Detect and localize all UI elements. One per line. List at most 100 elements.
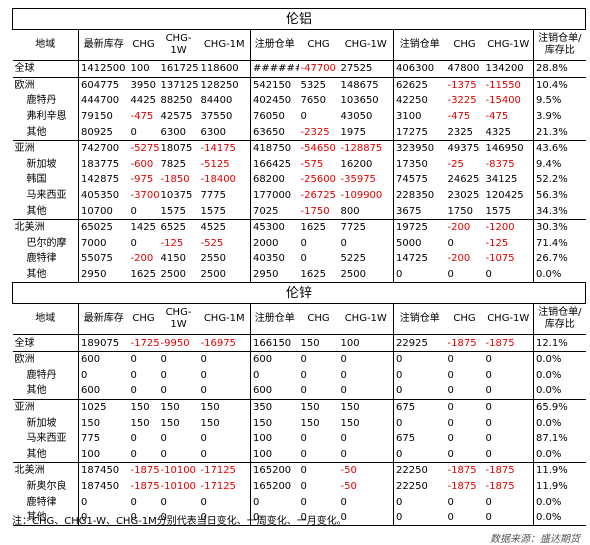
value-cell: 0: [483, 350, 534, 368]
table-row: 弗利辛恩 79150 -475 42575 37550 76050 0 43050 3100 -4…: [12, 108, 586, 125]
value-cell: 40350: [253, 253, 285, 265]
value-cell: 4525: [198, 218, 251, 236]
value-cell: 27525: [338, 60, 394, 78]
table-row: 其他 80925 0 6300 6300 63650 -2325 1975 17275 2325 4…: [12, 124, 586, 141]
table-row: 其他 600 0 0 0 600 0 0 0 0 0 0.0%: [12, 383, 586, 400]
header-cell: CHG: [445, 303, 484, 336]
header-cell: 注册仓单: [250, 303, 299, 336]
value-cell: 0: [396, 417, 403, 429]
value-cell: -54650: [298, 139, 339, 157]
value-cell: 323950: [393, 139, 446, 157]
value-cell: 65.9%: [533, 398, 586, 416]
table-row: 其他 100 0 0 0 100 0 0 0 0 0 0.0%: [12, 446, 586, 463]
value-cell: 5000: [396, 237, 422, 249]
value-cell: -8375: [483, 156, 534, 173]
value-cell: 1575: [483, 203, 534, 220]
region-cell: 鹿特律: [12, 251, 79, 267]
value-cell: -1375: [445, 76, 484, 94]
value-cell: -1875: [483, 478, 534, 495]
region-cell: 其他: [12, 266, 79, 283]
header-cell: CHG: [128, 29, 159, 61]
value-cell: 0: [447, 417, 454, 429]
value-cell: 134200: [483, 60, 534, 78]
value-cell: 0: [130, 512, 137, 524]
value-cell: 37550: [198, 108, 251, 125]
value-cell: 3675: [396, 205, 422, 217]
value-cell: -17125: [198, 478, 251, 495]
value-cell: 52.2%: [536, 174, 568, 186]
value-cell: 45300: [250, 218, 299, 236]
value-cell: 100: [128, 60, 159, 78]
value-cell: 142875: [81, 174, 120, 186]
value-cell: 0: [298, 350, 339, 368]
value-cell: 100: [338, 334, 394, 352]
value-cell: 34125: [483, 172, 534, 188]
value-cell: 0.0%: [536, 385, 562, 397]
value-cell: -475: [447, 111, 471, 123]
table-row: 其他 10700 0 1575 1575 7025 -1750 800 3675 1750 1575…: [12, 203, 586, 220]
header-cell: 最新库存: [78, 303, 129, 336]
table-row: 新奥尔良 187450 -1875 -10100 -17125 165200 0 -50 222…: [12, 478, 586, 495]
header-cell: CHG: [298, 303, 339, 336]
value-cell: 5225: [338, 251, 394, 267]
value-cell: 87.1%: [536, 433, 568, 445]
value-cell: -47700: [298, 60, 339, 78]
value-cell: 350: [250, 398, 299, 416]
value-cell: 189075: [78, 334, 129, 352]
value-cell: 675: [393, 398, 446, 416]
value-cell: 0: [483, 494, 534, 510]
value-cell: 10.4%: [533, 76, 586, 94]
value-cell: 604775: [78, 76, 129, 94]
region-cell: 鹿特律: [12, 494, 79, 510]
source: 数据来源：盛达期货: [490, 534, 580, 545]
value-cell: 47800: [445, 60, 484, 78]
value-cell: 2500: [160, 269, 186, 281]
region-cell: 北美洲: [12, 462, 79, 479]
value-cell: 0: [447, 512, 454, 524]
value-cell: 177000: [253, 190, 292, 202]
region-cell: 其他: [12, 446, 79, 463]
value-cell: 600: [81, 385, 101, 397]
value-cell: 0: [447, 369, 454, 381]
value-cell: 161725: [158, 60, 199, 78]
table-row: 新加坡 183775 -600 7825 -5125 166425 -575 16200 173…: [12, 156, 586, 173]
value-cell: -125: [483, 235, 534, 252]
region-cell: 弗利辛恩: [12, 108, 79, 125]
value-cell: 0: [483, 383, 534, 400]
value-cell: 1625: [300, 269, 326, 281]
header-cell: CHG: [298, 29, 339, 61]
value-cell: 6300: [160, 126, 186, 138]
value-cell: 56.3%: [536, 190, 568, 202]
value-cell: -25600: [300, 174, 336, 186]
value-cell: 1412500: [78, 60, 129, 78]
value-cell: 0: [300, 385, 307, 397]
table-row: 欧洲 600 0 0 0 600 0 0 0 0 0 0.0%: [12, 350, 586, 368]
header-row: 地域 最新库存 CHG CHG-1W CHG-1M 注册仓单 CHG CHG-1W 注销仓单 CH…: [12, 303, 586, 336]
value-cell: 150: [300, 417, 320, 429]
table-row: 鹿特丹 0 0 0 0 0 0 0 0 0 0 0.0%: [12, 367, 586, 384]
value-cell: 2500: [198, 266, 251, 283]
value-cell: 74575: [396, 174, 428, 186]
value-cell: 16200: [338, 156, 394, 173]
table-row: 北美洲 65025 1425 6525 4525 45300 1625 7725 19725 -2…: [12, 218, 586, 236]
value-cell: 0: [158, 350, 199, 368]
value-cell: 0: [396, 269, 403, 281]
value-cell: 0: [338, 383, 394, 400]
value-cell: -475: [483, 108, 534, 125]
region-cell: 全球: [12, 334, 79, 352]
value-cell: 542150: [250, 76, 299, 94]
value-cell: -109900: [338, 187, 394, 204]
table-row: 鹿特律 0 0 0 0 0 0 0 0 0 0 0.0%: [12, 494, 586, 510]
value-cell: 0: [198, 509, 251, 526]
section-title: 伦锌: [11, 282, 587, 305]
value-cell: 0: [198, 446, 251, 463]
value-cell: 103650: [338, 93, 394, 109]
value-cell: 0: [198, 367, 251, 384]
value-cell: 68200: [253, 174, 285, 186]
value-cell: 150: [338, 415, 394, 431]
value-cell: 150: [160, 417, 180, 429]
section-title: 伦铝: [11, 8, 587, 30]
value-cell: 100: [253, 433, 273, 445]
value-cell: -1875: [130, 480, 159, 492]
value-cell: 1025: [78, 398, 129, 416]
